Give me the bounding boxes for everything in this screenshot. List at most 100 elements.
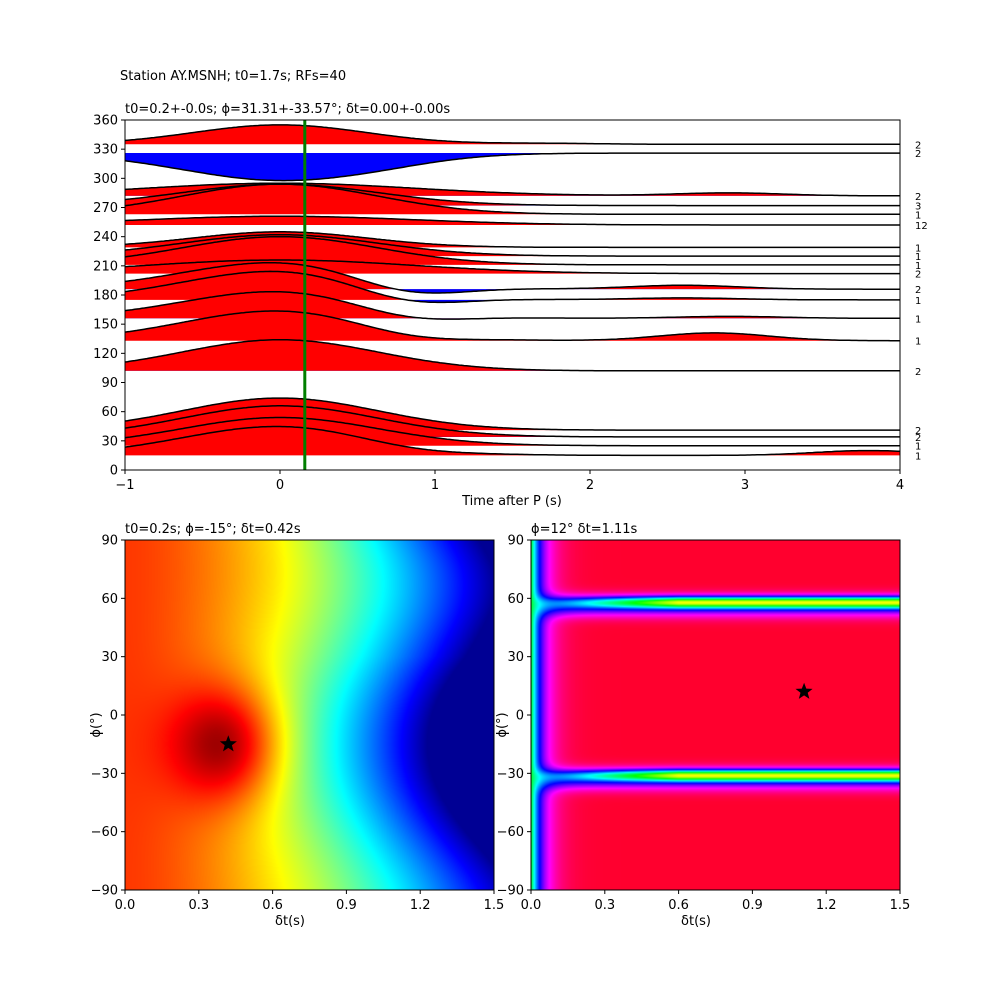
x-tick-label: 0.6 <box>262 898 283 913</box>
heatmap-left-xlabel: δt(s) <box>275 914 305 929</box>
heatmap-left-panel: t0=0.2s; ϕ=-15°; δt=0.42s 0.0 0.3 0.6 0.9 1.… <box>89 522 504 929</box>
wiggle-title: t0=0.2+-0.0s; ϕ=31.31+-33.57°; δt=0.00+-… <box>125 102 450 117</box>
trace-count-label: 1 <box>915 451 921 462</box>
wiggle-traces <box>125 124 900 457</box>
x-tick-label: 1.5 <box>890 898 911 913</box>
y-tick-label: 0 <box>110 464 118 479</box>
y-tick-label: 270 <box>93 201 118 216</box>
trace-count-label: 1 <box>915 442 921 453</box>
heatmap-right-canvas-wrap <box>531 540 900 890</box>
trace-positive-fill <box>125 291 900 319</box>
trace-line <box>125 338 900 372</box>
y-tick-label: −90 <box>91 884 118 899</box>
y-tick-label: 60 <box>101 405 118 420</box>
x-tick-label: 0.3 <box>594 898 615 913</box>
y-tick-label: 90 <box>507 534 524 549</box>
wiggle-ticks: −1 0 1 2 3 4030609012015018021024027030033036… <box>93 114 904 494</box>
heatmap-right-title: ϕ=12° δt=1.11s <box>531 522 638 537</box>
trace-line <box>125 270 900 304</box>
y-tick-label: 60 <box>507 592 524 607</box>
y-tick-label: 0 <box>516 709 524 724</box>
trace-positive-fill <box>125 311 900 341</box>
x-tick-label: 2 <box>586 478 594 493</box>
best-fit-star-left <box>219 735 237 752</box>
y-tick-label: 90 <box>101 376 118 391</box>
y-tick-label: 30 <box>101 650 118 665</box>
heatmap-left-canvas-wrap <box>125 540 494 890</box>
heatmap-left-ylabel: ϕ(°) <box>89 712 104 737</box>
y-tick-label: 0 <box>110 709 118 724</box>
trace-count-label: 2 <box>915 426 921 437</box>
trace-line <box>125 152 900 182</box>
best-fit-star-right <box>795 682 813 699</box>
y-tick-label: −60 <box>497 825 524 840</box>
x-tick-label: 1.2 <box>816 898 837 913</box>
trace-positive-fill <box>125 426 900 456</box>
trace-count-label: 12 <box>915 221 928 232</box>
heatmap-left-title: t0=0.2s; ϕ=-15°; δt=0.42s <box>125 522 301 537</box>
trace-line <box>125 259 900 275</box>
x-tick-label: 1 <box>431 478 439 493</box>
y-tick-label: 150 <box>93 318 118 333</box>
y-tick-label: 60 <box>101 592 118 607</box>
trace-positive-fill <box>125 236 900 265</box>
trace-positive-fill <box>125 216 900 225</box>
y-tick-label: 90 <box>101 534 118 549</box>
trace-line <box>125 290 900 320</box>
trace-count-label: 2 <box>915 270 921 281</box>
y-tick-label: 180 <box>93 289 118 304</box>
x-tick-label: 0.3 <box>188 898 209 913</box>
trace-line <box>125 405 900 438</box>
trace-negative-fill <box>125 153 900 181</box>
x-tick-label: 0.9 <box>742 898 763 913</box>
trace-line <box>125 233 900 257</box>
heatmap-left-ticks: 0.0 0.3 0.6 0.9 1.2 1.5 −90 −60 −30 0 30 60 90 <box>91 534 505 914</box>
wiggle-xlabel: Time after P (s) <box>461 494 562 509</box>
trace-line <box>125 182 900 197</box>
x-tick-label: 1.2 <box>410 898 431 913</box>
y-tick-label: 240 <box>93 230 118 245</box>
y-tick-label: 300 <box>93 172 118 187</box>
y-tick-label: 360 <box>93 114 118 129</box>
wiggle-panel: t0=0.2+-0.0s; ϕ=31.31+-33.57°; δt=0.00+-… <box>93 102 928 509</box>
y-tick-label: 30 <box>101 434 118 449</box>
trace-line <box>125 215 900 226</box>
y-tick-label: −30 <box>497 767 524 782</box>
trace-count-label: 3 <box>915 202 921 213</box>
heatmap-right-image <box>531 540 900 890</box>
x-tick-label: 1.5 <box>484 898 505 913</box>
trace-line <box>125 397 900 431</box>
trace-positive-fill <box>125 339 900 371</box>
trace-count-label: 2 <box>915 149 921 160</box>
trace-count-label: 1 <box>915 314 921 325</box>
trace-count-label: 2 <box>915 285 921 296</box>
x-tick-label: 0.0 <box>521 898 542 913</box>
heatmap-right-xlabel: δt(s) <box>681 914 711 929</box>
trace-count-label: 1 <box>915 337 921 348</box>
y-tick-label: 30 <box>507 650 524 665</box>
heatmap-right-ticks: 0.0 0.3 0.6 0.9 1.2 1.5 −90 −60 −30 0 30 60 90 <box>497 534 911 914</box>
x-tick-label: 0 <box>276 478 284 493</box>
trace-line <box>125 183 900 216</box>
x-tick-label: 4 <box>896 478 904 493</box>
trace-line <box>125 416 900 447</box>
trace-line <box>125 261 900 294</box>
heatmap-right-ylabel: ϕ(°) <box>495 712 510 737</box>
trace-line <box>125 124 900 146</box>
trace-count-label: 2 <box>915 433 921 444</box>
wiggle-fills <box>125 124 900 456</box>
trace-line <box>125 425 900 457</box>
trace-line <box>125 310 900 342</box>
trace-positive-fill <box>125 271 900 300</box>
x-tick-label: 0.6 <box>668 898 689 913</box>
y-tick-label: 330 <box>93 143 118 158</box>
trace-line <box>125 231 900 249</box>
x-tick-label: 0.0 <box>115 898 136 913</box>
figure-suptitle: Station AY.MSNH; t0=1.7s; RFs=40 <box>120 69 346 84</box>
y-tick-label: −60 <box>91 825 118 840</box>
trace-positive-fill <box>125 184 900 215</box>
y-tick-label: 210 <box>93 259 118 274</box>
trace-count-label: 2 <box>915 367 921 378</box>
